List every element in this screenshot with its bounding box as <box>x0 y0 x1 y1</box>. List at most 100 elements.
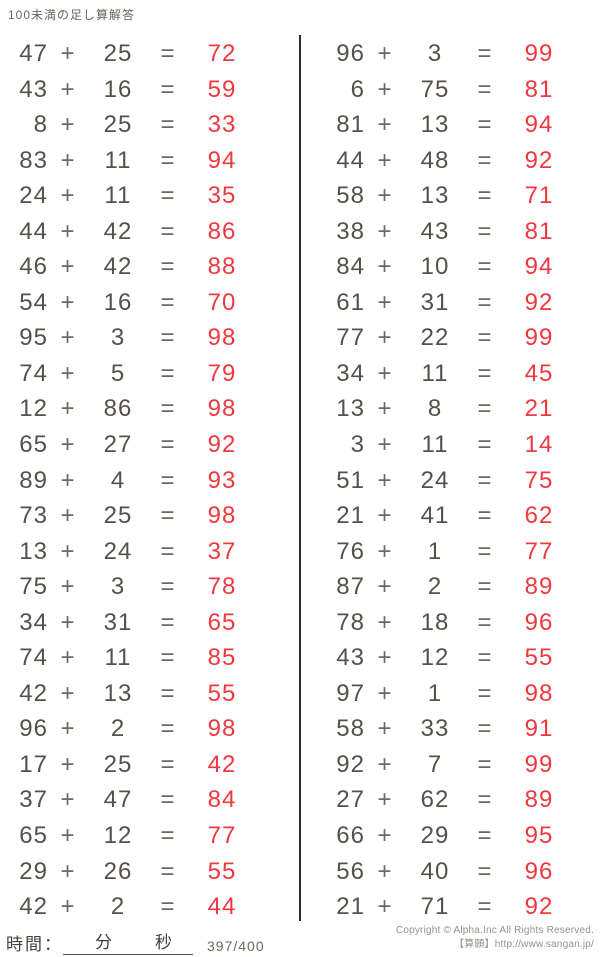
equals-sign: = <box>477 359 493 387</box>
time-label: 時間： <box>6 935 63 954</box>
plus-sign: + <box>377 217 393 245</box>
equals-sign: = <box>477 75 493 103</box>
problem-row: 34 + 11 = 45 <box>317 356 600 392</box>
plus-sign: + <box>60 750 76 778</box>
operand-b: 25 <box>103 111 133 139</box>
equals-sign: = <box>477 395 493 423</box>
problem-row: 51 + 24 = 75 <box>317 463 600 499</box>
problem-row: 43 + 12 = 55 <box>317 640 600 676</box>
operand-a: 17 <box>19 750 48 778</box>
operand-b: 27 <box>103 431 133 459</box>
operand-a: 74 <box>19 359 48 387</box>
operand-b: 3 <box>427 40 443 67</box>
problem-row: 21 + 41 = 62 <box>317 498 600 534</box>
plus-sign: + <box>60 786 76 814</box>
plus-sign: + <box>60 573 76 601</box>
plus-sign: + <box>377 679 393 707</box>
answer-value: 70 <box>207 288 237 316</box>
problem-row: 46 + 42 = 88 <box>0 249 300 285</box>
problem-row: 96 + 2 = 98 <box>0 711 300 747</box>
operand-b: 11 <box>421 431 449 459</box>
problem-row: 24 + 11 = 35 <box>0 178 300 214</box>
equals-sign: = <box>160 431 176 459</box>
equals-sign: = <box>160 288 176 316</box>
answer-value: 81 <box>524 217 554 245</box>
operand-a: 58 <box>336 715 365 743</box>
operand-a: 37 <box>19 786 48 814</box>
page-indicator: 397/400 <box>207 938 265 954</box>
plus-sign: + <box>60 75 76 103</box>
answer-value: 55 <box>524 644 554 672</box>
answer-value: 94 <box>207 146 237 174</box>
equals-sign: = <box>477 857 493 885</box>
operand-a: 56 <box>336 857 365 885</box>
plus-sign: + <box>377 324 393 352</box>
operand-b: 43 <box>420 217 450 245</box>
answer-value: 78 <box>207 573 237 601</box>
equals-sign: = <box>477 644 493 672</box>
problem-row: 13 + 24 = 37 <box>0 534 300 570</box>
answer-value: 37 <box>207 537 237 565</box>
problem-row: 76 + 1 = 77 <box>317 534 600 570</box>
problem-row: 54 + 16 = 70 <box>0 285 300 321</box>
plus-sign: + <box>60 111 76 139</box>
equals-sign: = <box>160 502 176 530</box>
problem-row: 78 + 18 = 96 <box>317 605 600 641</box>
operand-b: 10 <box>420 253 450 281</box>
equals-sign: = <box>477 679 493 707</box>
plus-sign: + <box>377 857 393 885</box>
answer-value: 98 <box>524 679 554 707</box>
plus-sign: + <box>377 608 393 636</box>
problem-row: 56 + 40 = 96 <box>317 854 600 890</box>
equals-sign: = <box>160 750 176 778</box>
problem-row: 44 + 48 = 92 <box>317 143 600 179</box>
operand-a: 21 <box>336 502 365 530</box>
operand-b: 8 <box>427 395 443 423</box>
minutes-unit-label: 分 <box>95 933 112 952</box>
operand-a: 81 <box>336 111 365 139</box>
problem-row: 47 + 25 = 72 <box>0 36 300 72</box>
problem-row: 44 + 42 = 86 <box>0 214 300 250</box>
answer-value: 99 <box>524 40 554 67</box>
operand-a: 58 <box>336 182 365 210</box>
operand-a: 12 <box>19 395 48 423</box>
answer-value: 88 <box>207 253 237 281</box>
copyright-line: Copyright © Alpha.Inc All Rights Reserve… <box>395 925 594 936</box>
operand-a: 44 <box>336 146 365 174</box>
equals-sign: = <box>160 644 176 672</box>
operand-a: 54 <box>19 288 48 316</box>
operand-b: 11 <box>104 146 132 174</box>
problem-row: 97 + 1 = 98 <box>317 676 600 712</box>
copyright-block: Copyright © Alpha.Inc All Rights Reserve… <box>396 924 594 952</box>
operand-a: 47 <box>19 40 48 67</box>
answer-value: 92 <box>524 288 554 316</box>
answer-value: 44 <box>207 893 237 921</box>
problem-row: 12 + 86 = 98 <box>0 391 300 427</box>
operand-a: 29 <box>19 857 48 885</box>
equals-sign: = <box>160 893 176 921</box>
problem-row: 27 + 62 = 89 <box>317 782 600 818</box>
answer-value: 85 <box>207 644 237 672</box>
answer-value: 92 <box>524 146 554 174</box>
answer-value: 89 <box>524 786 554 814</box>
operand-a: 95 <box>19 324 48 352</box>
operand-b: 24 <box>420 466 450 494</box>
operand-b: 62 <box>420 786 450 814</box>
problem-row: 83 + 11 = 94 <box>0 143 300 179</box>
operand-b: 13 <box>420 111 450 139</box>
answer-value: 79 <box>207 359 237 387</box>
operand-b: 4 <box>110 466 126 494</box>
problem-row: 75 + 3 = 78 <box>0 569 300 605</box>
problem-row: 6 + 75 = 81 <box>317 72 600 108</box>
problem-row: 58 + 33 = 91 <box>317 711 600 747</box>
plus-sign: + <box>377 502 393 530</box>
plus-sign: + <box>60 608 76 636</box>
operand-a: 51 <box>336 466 365 494</box>
problem-row: 89 + 4 = 93 <box>0 463 300 499</box>
operand-a: 76 <box>336 537 365 565</box>
plus-sign: + <box>377 715 393 743</box>
answer-value: 96 <box>524 608 554 636</box>
equals-sign: = <box>477 466 493 494</box>
problem-row: 96 + 3 = 99 <box>317 36 600 72</box>
answer-value: 98 <box>207 324 237 352</box>
